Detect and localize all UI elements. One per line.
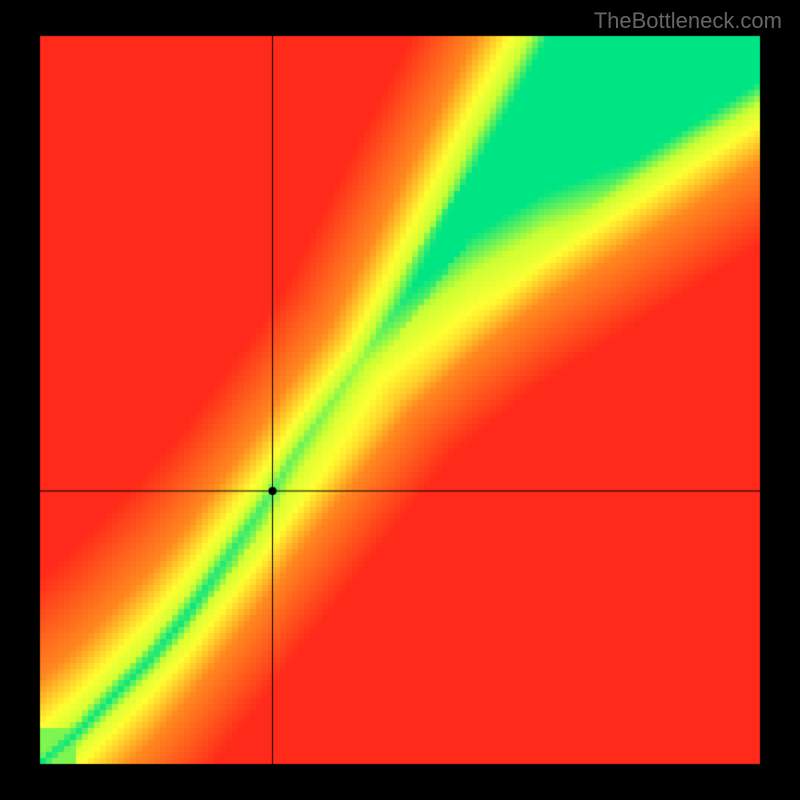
- watermark-text: TheBottleneck.com: [594, 8, 782, 34]
- bottleneck-heatmap: [0, 0, 800, 800]
- chart-container: TheBottleneck.com: [0, 0, 800, 800]
